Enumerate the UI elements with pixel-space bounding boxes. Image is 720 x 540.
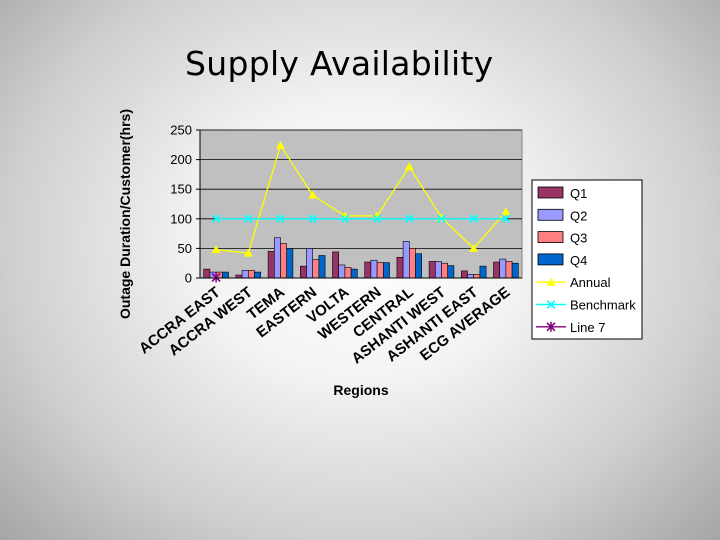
y-axis-title: Outage Duration/Customer(hrs) [117, 109, 133, 319]
marker-benchmark [437, 214, 446, 224]
marker-benchmark [211, 214, 221, 224]
legend: Q1 Q2 Q3 Q4 Annual Benchmark Line 7 [531, 179, 643, 340]
bar-q2 [306, 248, 313, 279]
marker-benchmark [340, 214, 350, 224]
bar-q2 [499, 258, 507, 279]
marker-annual [308, 190, 318, 199]
y-tick-label: 0 [185, 271, 192, 286]
bar-q1 [203, 268, 211, 279]
marker-annual [404, 162, 414, 171]
bar-q4 [286, 248, 294, 279]
bar-q3 [408, 248, 416, 279]
legend-marker-benchmark [546, 300, 556, 309]
bar-q3 [473, 274, 481, 279]
bar-q3 [441, 262, 448, 279]
bar-q1 [396, 256, 404, 279]
bar-q4 [415, 253, 422, 279]
marker-annual [501, 207, 511, 216]
legend-label-q2: Q2 [570, 208, 587, 223]
legend-swatch-q1 [537, 186, 564, 199]
marker-benchmark [308, 214, 318, 224]
legend-marker-line-7 [546, 321, 556, 332]
legend-swatch-q3 [537, 231, 564, 244]
bar-q2 [273, 237, 281, 279]
legend-marker-annual [546, 277, 556, 286]
legend-label-q3: Q3 [570, 231, 587, 246]
bar-q2 [370, 259, 378, 279]
plot-area [199, 129, 523, 279]
legend-swatch-q2 [537, 208, 564, 221]
marker-benchmark [404, 214, 414, 224]
bar-q3 [376, 262, 384, 279]
bar-q4 [479, 265, 487, 279]
bar-q3 [312, 259, 320, 279]
marker-benchmark [501, 214, 511, 224]
legend-label-annual: Annual [570, 275, 611, 290]
bar-q4 [511, 262, 519, 279]
legend-swatch-q4 [537, 253, 564, 266]
x-axis-title: Regions [333, 382, 388, 398]
marker-line-7 [211, 272, 221, 283]
bar-q2 [402, 240, 410, 279]
legend-label-q4: Q4 [570, 253, 587, 268]
y-tick-label: 200 [170, 152, 192, 167]
bar-q4 [222, 271, 229, 279]
marker-benchmark [243, 214, 253, 224]
legend-label-line-7: Line 7 [570, 320, 605, 335]
marker-annual [211, 245, 221, 254]
line-annual [216, 143, 507, 254]
marker-annual [276, 140, 285, 149]
bar-q3 [248, 270, 255, 279]
y-tick-label: 250 [170, 123, 192, 138]
bar-q1 [460, 270, 468, 279]
marker-benchmark [469, 214, 479, 224]
bar-q1 [299, 265, 307, 279]
bar-q4 [382, 262, 390, 279]
marker-annual [243, 248, 253, 257]
marker-annual [469, 243, 479, 252]
slide-title: Supply Availability [185, 44, 494, 83]
bar-q1 [332, 251, 339, 279]
bar-q1 [428, 261, 436, 279]
marker-benchmark [276, 214, 285, 224]
y-tick-label: 150 [170, 182, 192, 197]
bar-q4 [350, 268, 358, 279]
y-tick-label: 100 [170, 211, 192, 226]
bar-q3 [505, 261, 513, 279]
bar-q2 [434, 261, 442, 279]
bar-q1 [364, 261, 372, 279]
bar-q2 [467, 274, 474, 279]
bar-q4 [254, 271, 261, 279]
bar-q3 [280, 243, 287, 279]
legend-label-benchmark: Benchmark [570, 298, 636, 313]
y-tick-label: 50 [178, 241, 192, 256]
bar-q2 [241, 270, 249, 279]
marker-benchmark [372, 214, 382, 224]
bar-q2 [338, 264, 346, 279]
bar-q3 [344, 267, 352, 279]
bar-q1 [493, 261, 500, 279]
bar-q4 [447, 265, 455, 279]
bar-q4 [318, 255, 326, 279]
legend-label-q1: Q1 [570, 186, 587, 201]
bar-q1 [267, 251, 275, 279]
